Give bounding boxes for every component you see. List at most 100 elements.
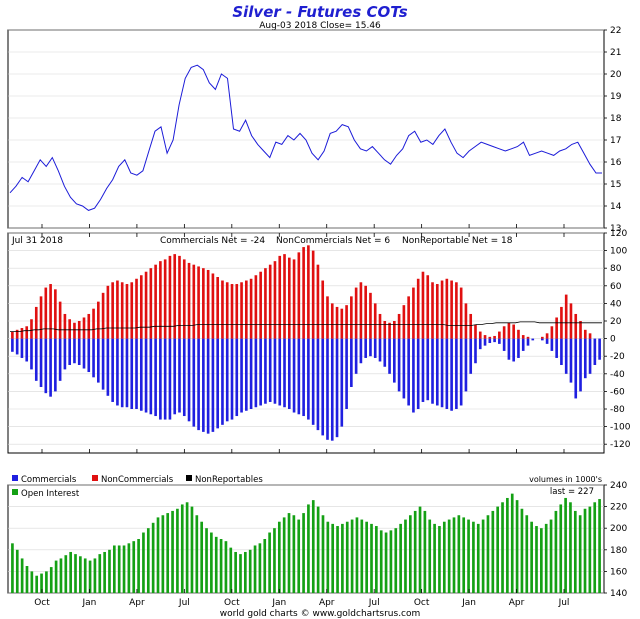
noncommercials-bar — [330, 303, 334, 339]
commercials-bar — [173, 338, 177, 415]
nonreportables-net-label: NonReportable Net = 18 — [402, 236, 513, 246]
noncommercials-bar — [192, 264, 196, 339]
noncommercials-bar — [545, 333, 549, 339]
noncommercials-bar — [187, 262, 191, 339]
noncommercials-bar — [316, 264, 320, 339]
commercials-bar — [474, 338, 477, 364]
open-interest-bar — [375, 526, 378, 593]
commercials-bar — [92, 338, 95, 378]
noncommercials-bar — [488, 336, 492, 339]
open-interest-bar — [200, 521, 204, 593]
open-interest-bar — [520, 508, 524, 593]
commercials-bar — [211, 338, 215, 432]
commercials-bar — [259, 338, 262, 406]
cot-y-tick-label: 60 — [610, 282, 622, 292]
open-interest-bar — [345, 521, 349, 593]
open-interest-bar — [413, 510, 417, 593]
nonreportables-legend-swatch — [186, 475, 192, 481]
noncommercials-bar — [412, 287, 415, 339]
noncommercials-bar — [264, 268, 267, 339]
commercials-bar — [149, 338, 153, 415]
noncommercials-bar — [407, 296, 410, 339]
oi-y-axis: 140 160 180 200 220 240 — [604, 481, 627, 599]
cot-y-tick-label: 40 — [610, 299, 622, 309]
open-interest-bar — [195, 515, 199, 593]
open-interest-bar — [30, 571, 34, 593]
price-y-tick-label: 13 — [610, 224, 621, 234]
cot-y-tick-label: -20 — [610, 352, 625, 362]
noncommercials-bar — [364, 285, 367, 339]
open-interest-bar — [588, 506, 592, 593]
commercials-bar — [187, 338, 191, 422]
commercials-legend-label: Commercials — [21, 475, 77, 485]
noncommercials-bar — [526, 336, 530, 339]
commercials-bar — [139, 338, 143, 411]
commercials-bar — [574, 338, 578, 399]
commercials-bar — [588, 338, 592, 374]
cot-y-tick-label: -100 — [610, 423, 631, 433]
commercials-bar — [34, 338, 38, 381]
noncommercials-bar — [73, 322, 76, 339]
commercials-bar — [302, 338, 305, 417]
noncommercials-bar — [517, 329, 520, 339]
open-interest-bar — [20, 558, 24, 593]
open-interest-bar — [88, 560, 92, 593]
noncommercials-bar — [106, 285, 110, 339]
commercials-bar — [393, 338, 396, 383]
open-interest-bar — [559, 504, 563, 593]
commercials-bar — [30, 338, 33, 370]
open-interest-bar — [311, 500, 315, 593]
open-interest-bar — [496, 506, 500, 593]
open-interest-bar — [438, 526, 441, 593]
commercials-bar — [340, 338, 344, 427]
price-y-tick-label: 15 — [610, 180, 621, 190]
commercials-bar — [483, 338, 487, 346]
open-interest-bar — [326, 521, 330, 593]
open-interest-bar — [462, 517, 466, 593]
open-interest-bar — [360, 519, 364, 593]
cot-y-tick-label: 20 — [610, 317, 622, 327]
noncommercials-bar — [268, 264, 272, 339]
noncommercials-bar — [287, 257, 291, 339]
noncommercials-net-label: NonCommercials Net = 6 — [276, 236, 390, 246]
noncommercials-bar — [278, 255, 282, 339]
x-tick-label: Jul — [558, 598, 570, 608]
commercials-bar — [130, 338, 134, 409]
noncommercials-bar — [245, 280, 248, 339]
noncommercials-bar — [393, 321, 396, 339]
cot-y-tick-label: 100 — [610, 247, 627, 257]
price-y-tick-label: 21 — [610, 48, 621, 58]
noncommercials-bar — [144, 271, 148, 339]
open-interest-bar — [49, 567, 53, 593]
noncommercials-bar — [388, 322, 391, 339]
commercials-bar — [278, 338, 282, 406]
open-interest-bar — [476, 523, 480, 593]
noncommercials-bar — [292, 259, 296, 339]
commercials-bar — [560, 338, 563, 365]
commercials-bar — [469, 338, 473, 374]
open-interest-bar — [273, 528, 276, 593]
x-axis: Oct Jan Apr Jul Oct Jan Apr Jul Oct Jan Apr Jul — [34, 224, 569, 608]
noncommercials-bar — [230, 284, 234, 339]
noncommercials-bar — [87, 313, 91, 339]
oi-gridlines — [8, 484, 604, 594]
open-interest-bar — [433, 523, 436, 593]
x-tick-label: Oct — [414, 598, 430, 608]
commercials-bar — [159, 338, 162, 420]
commercials-bar — [63, 338, 67, 370]
commercials-bar — [397, 338, 401, 392]
open-interest-bar — [214, 536, 218, 593]
nonreportables-legend-label: NonReportables — [195, 475, 263, 485]
open-interest-bar — [171, 510, 174, 593]
noncommercials-bar — [373, 303, 377, 339]
noncommercials-bar — [249, 278, 253, 339]
cot-y-tick-label: -60 — [610, 387, 625, 397]
noncommercials-bar — [240, 282, 243, 339]
commercials-bar — [197, 338, 200, 431]
x-tick-label: Oct — [224, 598, 240, 608]
noncommercials-bar — [335, 306, 339, 339]
open-interest-bar — [108, 549, 111, 593]
cot-y-tick-label: 120 — [610, 229, 627, 239]
commercials-bar — [426, 338, 430, 401]
open-interest-bar — [515, 500, 519, 593]
